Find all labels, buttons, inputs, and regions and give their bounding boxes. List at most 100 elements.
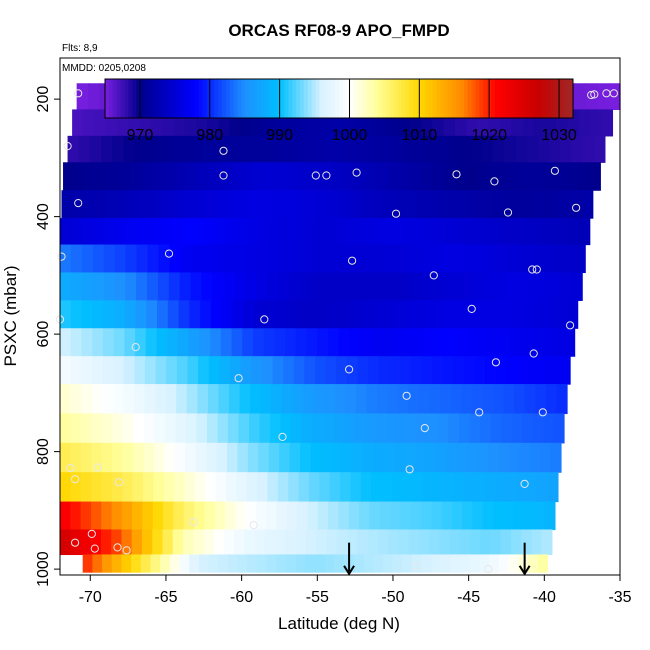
data-point — [71, 538, 80, 547]
heatmap-cell — [414, 135, 427, 163]
colorbar-cell — [526, 79, 531, 118]
heatmap-cell — [138, 190, 151, 219]
heatmap-cell — [364, 109, 377, 137]
colorbar-cell — [534, 79, 539, 118]
heatmap-cell — [383, 300, 395, 329]
heatmap-cell — [92, 272, 105, 301]
y-tick-label: 800 — [35, 438, 52, 465]
heatmap-cell — [393, 190, 406, 219]
heatmap-cell — [246, 244, 258, 274]
heatmap-cell — [60, 413, 72, 444]
colorbar-cell — [245, 79, 250, 118]
heatmap-cell — [526, 190, 539, 219]
heatmap-cell — [309, 162, 322, 191]
heatmap-cell — [506, 472, 518, 503]
heatmap-cell — [70, 300, 83, 329]
y-axis: 200 400 600 800 1000 — [35, 86, 60, 587]
data-point — [57, 252, 66, 261]
heatmap-cell — [353, 109, 366, 137]
heatmap-cell — [530, 244, 543, 274]
heatmap-cell — [63, 162, 75, 191]
heatmap-cell — [130, 162, 142, 191]
heatmap-cell — [471, 384, 484, 415]
heatmap-cell — [247, 442, 259, 473]
colorbar-tick-label: 1030 — [541, 127, 577, 144]
heatmap-cell — [451, 501, 463, 531]
heatmap-cell — [289, 442, 301, 473]
colorbar-cell — [144, 79, 149, 118]
heatmap-cell — [425, 442, 437, 473]
colorbar-cell — [288, 79, 293, 118]
heatmap-cell — [183, 501, 195, 531]
heatmap-cell — [155, 384, 167, 415]
y-tick-label: 200 — [35, 86, 52, 113]
heatmap-cell — [91, 442, 103, 473]
heatmap-cell — [445, 328, 458, 357]
data-point — [528, 265, 537, 274]
heatmap-cell — [328, 328, 340, 357]
heatmap-cell — [280, 413, 292, 444]
colorbar-cell — [541, 79, 547, 118]
heatmap-cell — [382, 190, 395, 219]
heatmap-cell — [224, 135, 237, 163]
heatmap-cell — [474, 356, 486, 385]
colorbar-cell — [393, 79, 398, 118]
heatmap-cell — [344, 244, 357, 274]
heatmap-cell — [435, 328, 447, 357]
heatmap-cell — [563, 328, 576, 357]
colorbar-cell — [214, 79, 219, 118]
heatmap-cell — [446, 442, 458, 473]
heatmap-cell — [559, 356, 571, 385]
colorbar-cell — [319, 79, 324, 118]
heatmap-cell — [513, 501, 525, 531]
heatmap-cell — [111, 529, 123, 556]
colorbar-cell — [432, 79, 437, 118]
heatmap-cell — [448, 190, 461, 219]
heatmap-cell — [195, 442, 207, 473]
data-point — [71, 475, 80, 484]
heatmap-cell — [549, 272, 562, 301]
colorbar-tick-label: 970 — [127, 127, 154, 144]
data-point — [131, 343, 140, 352]
heatmap-cell — [516, 472, 528, 503]
heatmap-cell — [354, 162, 366, 191]
heatmap-cell — [589, 109, 602, 137]
heatmap-cell — [101, 135, 113, 163]
y-tick-label: 1000 — [35, 551, 52, 587]
heatmap-cell — [480, 529, 492, 556]
data-point — [352, 168, 361, 177]
heatmap-cell — [499, 109, 512, 137]
heatmap-cell — [312, 413, 324, 444]
heatmap-cell — [198, 554, 210, 573]
heatmap-cell — [548, 356, 561, 385]
colorbar-cell — [163, 79, 168, 118]
heatmap-cell — [226, 442, 239, 473]
heatmap-cell — [353, 272, 366, 301]
heatmap-cell — [289, 244, 302, 274]
heatmap-cell — [559, 190, 572, 219]
heatmap-cell — [278, 244, 291, 274]
heatmap-cell — [363, 554, 374, 573]
heatmap-cell — [375, 413, 387, 444]
heatmap-cell — [61, 190, 74, 219]
heatmap-cell — [454, 472, 466, 503]
heatmap-cell — [192, 218, 205, 246]
heatmap-cell — [82, 218, 94, 246]
x-tick-label: -70 — [79, 589, 102, 606]
heatmap-cell — [146, 300, 158, 329]
heatmap-cell — [201, 135, 214, 163]
heatmap-cell — [464, 244, 477, 274]
heatmap-cell — [377, 529, 389, 556]
heatmap-cell — [535, 384, 547, 415]
heatmap-cell — [267, 472, 279, 503]
heatmap-cell — [139, 109, 152, 137]
colorbar-cell — [284, 79, 289, 118]
heatmap-cell — [150, 554, 161, 573]
heatmap-cell — [440, 554, 452, 573]
data-point — [490, 177, 499, 186]
heatmap-cell — [103, 300, 115, 329]
data-point — [420, 424, 429, 433]
heatmap-cell — [533, 162, 545, 191]
heatmap-cell — [475, 244, 488, 274]
heatmap-cell — [442, 356, 454, 385]
